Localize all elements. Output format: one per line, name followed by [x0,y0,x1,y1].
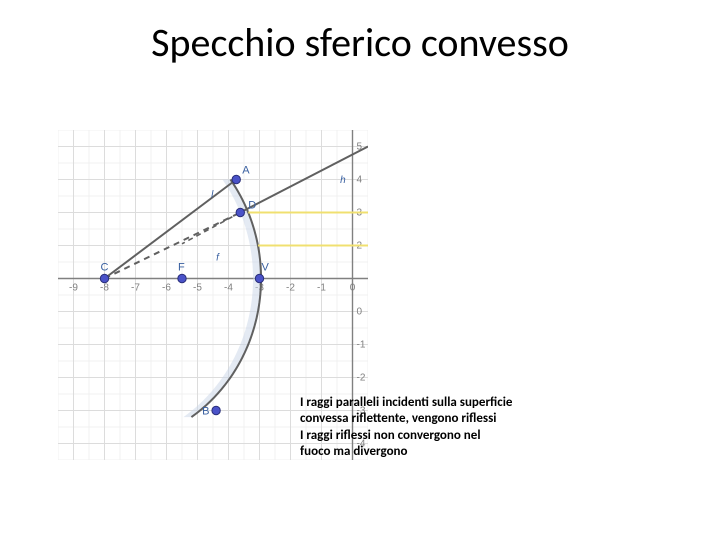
svg-text:F: F [178,262,185,274]
svg-text:-1: -1 [317,283,326,294]
svg-text:-5: -5 [193,283,202,294]
svg-text:0: 0 [357,307,363,318]
caption-block: I raggi paralleli incidenti sulla superf… [300,395,512,460]
svg-text:A: A [242,165,250,177]
svg-text:4: 4 [357,175,363,186]
caption-line-4: fuoco ma divergono [300,444,408,459]
title-text: Specchio sferico convesso [151,18,569,67]
caption-line-3: I raggi riflessi non convergono nel [300,428,481,443]
svg-text:-2: -2 [286,283,295,294]
page-title: Specchio sferico convesso [0,18,720,67]
svg-text:C: C [101,262,109,274]
svg-text:-8: -8 [100,283,109,294]
svg-text:-4: -4 [224,283,233,294]
caption-line-1: I raggi paralleli incidenti sulla superf… [300,395,512,410]
svg-text:-1: -1 [357,340,366,351]
svg-text:-7: -7 [131,283,140,294]
svg-text:B: B [202,406,209,418]
svg-text:h: h [340,175,346,186]
svg-text:l: l [211,190,214,201]
svg-text:-6: -6 [162,283,171,294]
svg-text:-2: -2 [357,373,366,384]
caption-line-2: convessa riflettente, vengono riflessi [300,411,497,426]
svg-text:0: 0 [350,283,356,294]
svg-text:-9: -9 [69,283,78,294]
svg-text:V: V [262,262,270,274]
svg-text:D: D [248,200,256,212]
